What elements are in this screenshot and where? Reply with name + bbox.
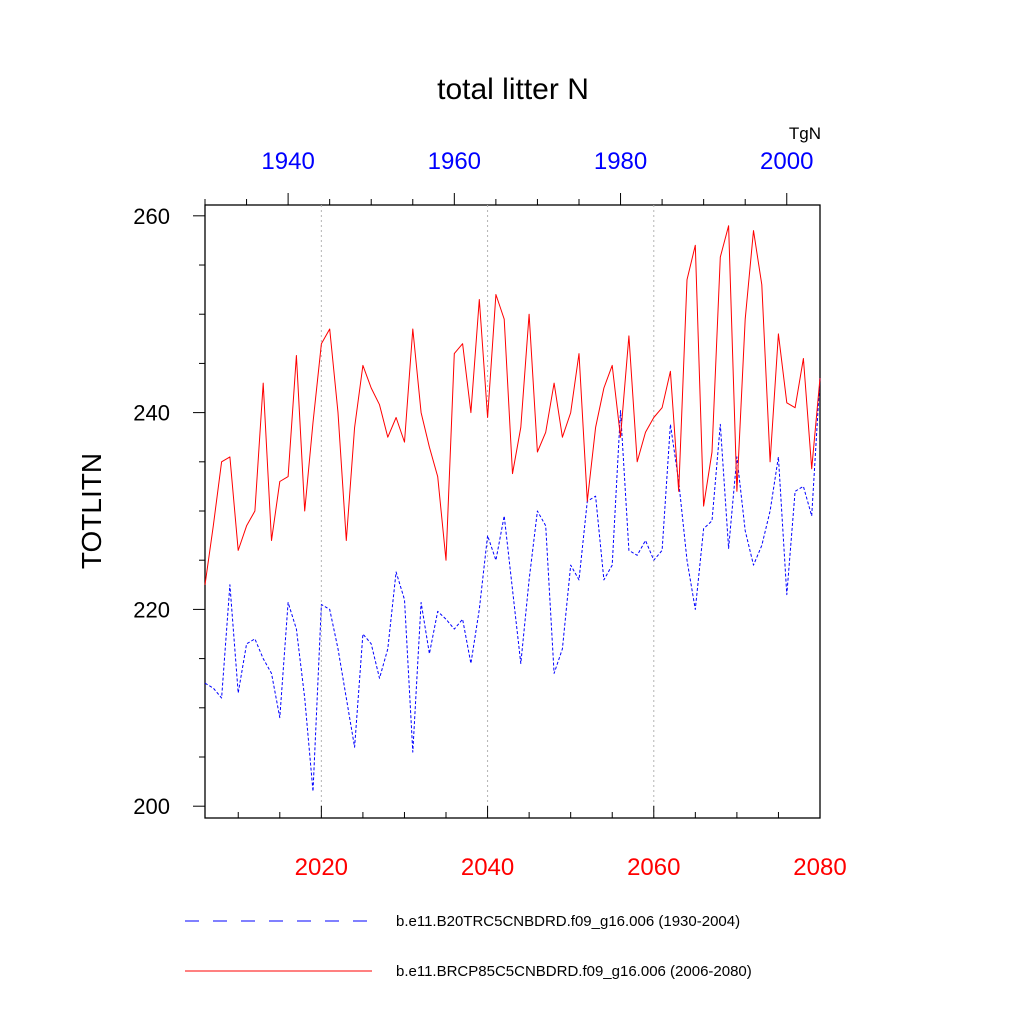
bottom-tick-label-2060: 2060	[627, 854, 680, 881]
units-label: TgN	[789, 124, 821, 143]
top-tick-label-1940: 1940	[261, 148, 314, 175]
series-line-historical	[204, 377, 821, 792]
axis-ticks: 2020 2040 2060 2080 1940 1960 1980 2000 200 220 24…	[133, 148, 846, 881]
gridlines	[320, 205, 655, 818]
legend: b.e11.B20TRC5CNBDRD.f09_g16.006 (1930-20…	[185, 913, 752, 980]
bottom-tick-label-2040: 2040	[461, 854, 514, 881]
chart-title: total litter N	[437, 73, 589, 106]
plot-frame	[204, 204, 821, 819]
top-tick-label-2000: 2000	[760, 148, 813, 175]
top-tick-label-1980: 1980	[594, 148, 647, 175]
series-line-rcp85	[204, 225, 821, 585]
bottom-tick-label-2080: 2080	[793, 854, 846, 881]
bottom-tick-label-2020: 2020	[295, 854, 348, 881]
top-tick-label-1960: 1960	[428, 148, 481, 175]
y-tick-label-240: 240	[133, 401, 170, 426]
series-layer	[204, 225, 821, 792]
legend-label-1: b.e11.BRCP85C5CNBDRD.f09_g16.006 (2006-2…	[396, 963, 752, 980]
y-tick-label-260: 260	[133, 204, 170, 229]
y-axis-label: TOTLITN	[76, 453, 107, 569]
legend-label-0: b.e11.B20TRC5CNBDRD.f09_g16.006 (1930-20…	[396, 913, 740, 930]
y-tick-label-220: 220	[133, 597, 170, 622]
y-tick-label-200: 200	[133, 794, 170, 819]
